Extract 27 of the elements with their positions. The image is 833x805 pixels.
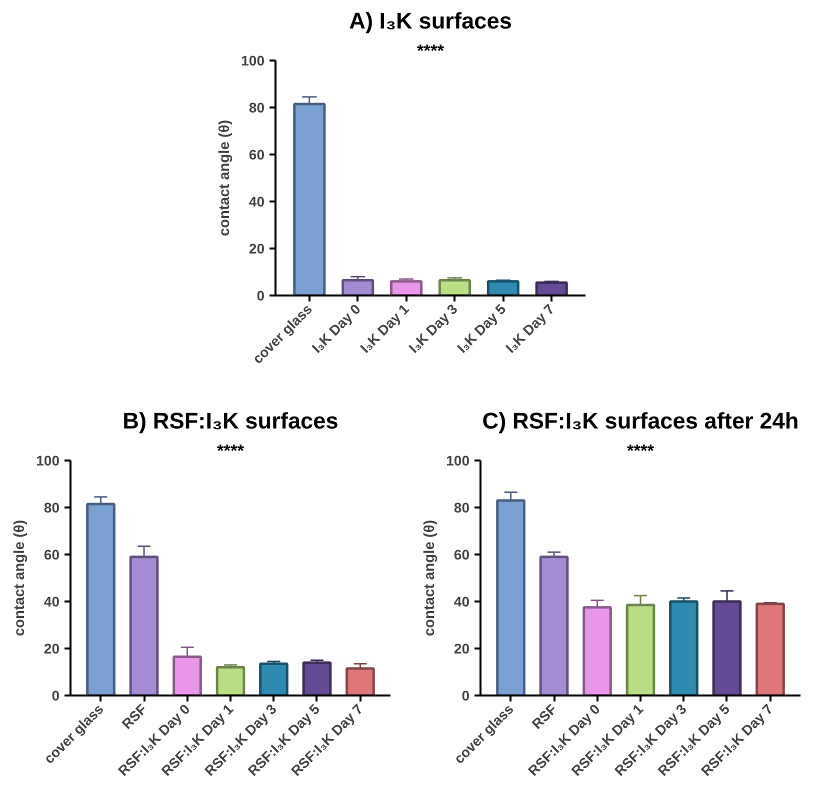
- chart-title: B) RSF:I₃K surfaces: [122, 408, 338, 434]
- y-axis-title: contact angle (θ): [12, 520, 28, 636]
- y-tick-label: 80: [44, 500, 60, 516]
- y-tick-label: 60: [248, 146, 265, 162]
- y-tick-label: 40: [44, 594, 60, 610]
- y-tick-label: 100: [241, 52, 265, 68]
- y-tick-label: 80: [248, 100, 265, 116]
- annotation: ****: [217, 440, 244, 460]
- chart-title: C) RSF:I₃K surfaces after 24h: [482, 408, 799, 434]
- y-tick-label: 20: [44, 640, 60, 656]
- y-tick-label: 40: [454, 594, 470, 610]
- y-tick-label: 20: [248, 240, 265, 256]
- y-tick-label: 80: [454, 500, 470, 516]
- y-tick-label: 100: [446, 452, 470, 468]
- y-tick-label: 0: [52, 688, 60, 704]
- y-axis-title: contact angle (θ): [422, 520, 438, 636]
- y-tick-label: 100: [36, 452, 60, 468]
- annotation: ****: [417, 40, 444, 60]
- y-tick-label: 20: [454, 640, 470, 656]
- y-tick-label: 60: [454, 546, 470, 562]
- chart-title: A) I₃K surfaces: [349, 8, 512, 34]
- y-axis-title: contact angle (θ): [217, 120, 234, 236]
- y-tick-label: 0: [462, 688, 470, 704]
- y-tick-label: 60: [44, 546, 60, 562]
- annotation: ****: [627, 440, 654, 460]
- y-tick-label: 0: [256, 288, 265, 304]
- y-tick-label: 40: [248, 194, 265, 210]
